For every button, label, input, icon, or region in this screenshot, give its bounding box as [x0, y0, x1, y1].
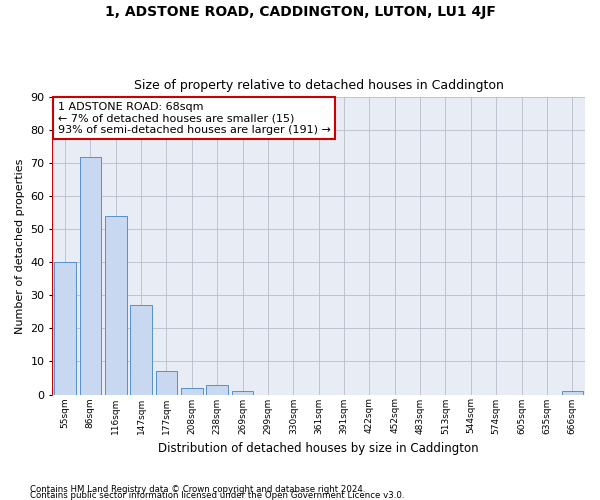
Bar — [105, 216, 127, 394]
Bar — [130, 306, 152, 394]
Bar — [155, 372, 177, 394]
Bar — [562, 391, 583, 394]
Bar — [232, 391, 253, 394]
Y-axis label: Number of detached properties: Number of detached properties — [15, 158, 25, 334]
Bar — [181, 388, 203, 394]
Text: Contains HM Land Registry data © Crown copyright and database right 2024.: Contains HM Land Registry data © Crown c… — [30, 485, 365, 494]
Bar — [54, 262, 76, 394]
Text: Contains public sector information licensed under the Open Government Licence v3: Contains public sector information licen… — [30, 491, 404, 500]
Text: 1 ADSTONE ROAD: 68sqm
← 7% of detached houses are smaller (15)
93% of semi-detac: 1 ADSTONE ROAD: 68sqm ← 7% of detached h… — [58, 102, 331, 135]
Text: 1, ADSTONE ROAD, CADDINGTON, LUTON, LU1 4JF: 1, ADSTONE ROAD, CADDINGTON, LUTON, LU1 … — [104, 5, 496, 19]
X-axis label: Distribution of detached houses by size in Caddington: Distribution of detached houses by size … — [158, 442, 479, 455]
Title: Size of property relative to detached houses in Caddington: Size of property relative to detached ho… — [134, 79, 503, 92]
Bar — [80, 157, 101, 394]
Bar — [206, 384, 228, 394]
